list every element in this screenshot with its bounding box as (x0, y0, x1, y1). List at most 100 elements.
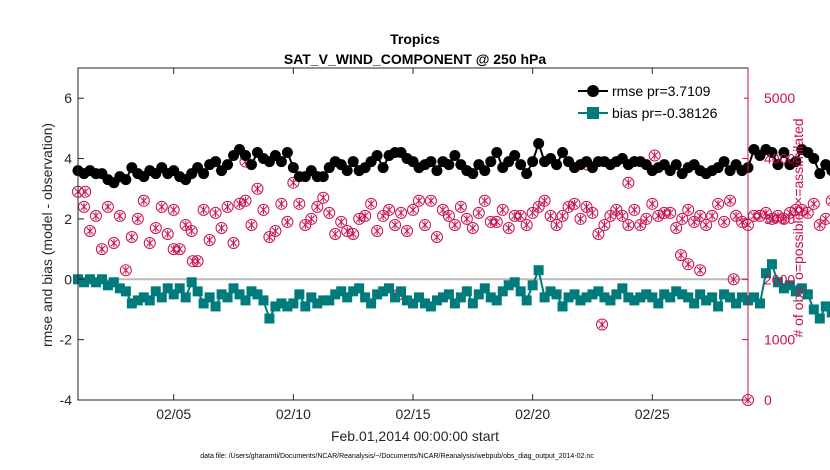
legend-bias-marker (587, 107, 599, 119)
rmse-point (790, 156, 802, 168)
bias-point (210, 301, 221, 312)
obs-possible-circle (478, 194, 491, 207)
bias-point (814, 313, 825, 324)
obs-possible-circle (424, 194, 437, 207)
obs-possible-circle (759, 206, 772, 219)
obs-possible-circle (454, 200, 467, 213)
obs-marker (616, 209, 629, 222)
obs-marker (239, 194, 252, 207)
rmse-point (120, 174, 132, 186)
obs-possible-circle (257, 203, 270, 216)
bias-point (563, 292, 574, 303)
obs-possible-circle (430, 231, 443, 244)
obs-marker (628, 203, 641, 216)
obs-marker (490, 215, 503, 228)
obs-marker (323, 206, 336, 219)
obs-possible-circle (538, 194, 551, 207)
right-axis-label: # of obs: o=possible; ×=assimilated (790, 118, 806, 337)
obs-marker (727, 273, 740, 286)
obs-marker (694, 264, 707, 277)
bias-point (156, 292, 167, 303)
bias-point (449, 298, 460, 309)
obs-marker (329, 228, 342, 240)
obs-marker (395, 206, 408, 219)
bias-point (216, 289, 227, 300)
bias-point (778, 283, 789, 294)
bias-point (180, 292, 191, 303)
bias-point (790, 286, 801, 297)
obs-marker (436, 203, 449, 216)
bias-point (802, 289, 813, 300)
x-tick-label: 02/10 (276, 406, 311, 422)
obs-possible-circle (137, 194, 150, 207)
obs-marker (718, 215, 731, 228)
obs-possible-circle (209, 206, 222, 219)
rmse-point (718, 156, 730, 168)
obs-possible-circle (317, 191, 330, 204)
obs-marker (670, 221, 683, 234)
obs-marker (209, 206, 222, 219)
bias-point (431, 295, 442, 306)
obs-marker (221, 200, 234, 213)
rmse-point (443, 159, 455, 171)
rmse-point (533, 137, 545, 149)
obs-marker (765, 212, 778, 225)
obs-possible-circle (395, 206, 408, 219)
obs-possible-circle (167, 243, 180, 256)
obs-possible-circle (227, 237, 240, 250)
obs-possible-circle (113, 209, 126, 222)
rmse-point (245, 159, 257, 171)
obs-possible-circle (801, 206, 814, 219)
obs-marker (496, 203, 509, 216)
bias-point (713, 301, 724, 312)
bias-point (372, 289, 383, 300)
obs-possible-circle (694, 264, 707, 277)
bias-point (360, 292, 371, 303)
obs-possible-circle (311, 200, 324, 213)
obs-marker (646, 197, 659, 210)
rmse-point (198, 168, 210, 180)
obs-possible-circle (335, 215, 348, 228)
obs-possible-circle (675, 249, 687, 262)
obs-marker (197, 203, 210, 216)
bias-point (282, 301, 293, 312)
bias-point (491, 295, 502, 306)
left-tick-label: -4 (60, 392, 73, 408)
obs-possible-circle (490, 215, 503, 228)
legend-rmse-marker (587, 85, 599, 97)
obs-possible-circle (323, 206, 336, 219)
obs-marker (448, 218, 461, 231)
obs-marker (347, 228, 360, 240)
obs-marker (682, 203, 695, 216)
obs-possible-circle (682, 258, 695, 271)
left-tick-label: 2 (64, 211, 72, 227)
bias-point (102, 280, 113, 291)
obs-possible-circle (407, 203, 419, 216)
bias-point (240, 295, 251, 306)
obs-marker (550, 218, 563, 231)
bias-point (509, 277, 520, 288)
obs-possible-circle (107, 237, 120, 250)
obs-possible-circle (640, 212, 653, 225)
obs-marker (245, 218, 258, 231)
obs-marker (712, 197, 725, 210)
rmse-point (527, 156, 539, 168)
rmse-point (377, 162, 389, 174)
rmse-point (772, 159, 784, 171)
left-tick-label: 4 (64, 151, 72, 167)
obs-possible-circle (149, 221, 162, 234)
bias-point (384, 283, 395, 294)
obs-marker (185, 224, 198, 237)
obs-marker (371, 224, 384, 237)
obs-marker (574, 212, 587, 225)
obs-possible-circle (167, 203, 180, 216)
obs-possible-circle (293, 197, 306, 210)
obs-marker (186, 255, 199, 268)
right-tick-label: 1000 (764, 332, 795, 348)
bias-point (378, 286, 389, 297)
obs-marker (365, 197, 378, 210)
bias-point (641, 289, 652, 300)
obs-possible-circle (119, 264, 132, 277)
bias-point (300, 301, 311, 312)
bias-point (366, 298, 377, 309)
